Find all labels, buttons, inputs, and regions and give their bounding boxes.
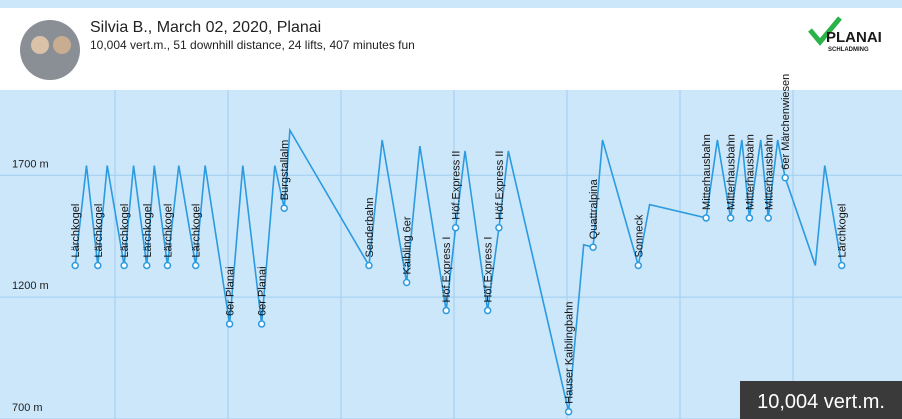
y-tick-label: 1200 m <box>12 280 49 292</box>
lift-label: Lärchkogel <box>93 204 105 258</box>
lift-marker <box>257 320 266 328</box>
lift-label: Mitterhausbahn <box>763 134 775 210</box>
lift-label: Höf.Express II <box>451 151 463 220</box>
lift-marker <box>71 261 79 270</box>
lift-marker <box>94 261 102 270</box>
lift-marker <box>589 243 597 251</box>
lift-label: Lärchkogel <box>837 204 849 258</box>
avatar-face <box>53 36 71 54</box>
lift-label: Burgstallalm <box>279 140 291 201</box>
lift-label: Lärchkogel <box>142 204 154 258</box>
lift-label: Mitterhausbahn <box>701 134 713 210</box>
lift-marker <box>564 407 573 416</box>
lift-marker <box>495 223 503 232</box>
logo-name: PLANAI <box>826 29 882 46</box>
lift-label: Höf.Express I <box>483 237 495 303</box>
lift-marker <box>402 278 411 287</box>
lift-marker <box>702 214 710 222</box>
lift-marker <box>837 261 846 270</box>
lift-marker <box>191 261 200 270</box>
lift-label: 6er Märchenwiesen <box>780 74 792 170</box>
lift-label: Lärchkogel <box>162 204 174 258</box>
title: Silvia B., March 02, 2020, Planai <box>90 19 321 36</box>
lift-marker <box>225 320 234 328</box>
logo-tagline: SCHLADMING <box>828 47 869 53</box>
lift-label: 6er Planai <box>257 266 269 316</box>
avatar <box>20 20 80 80</box>
lift-label: Kaibling 6er <box>402 216 414 274</box>
lift-label: Sonneck <box>633 214 645 257</box>
lift-marker <box>365 261 373 270</box>
avatar-face <box>31 36 49 54</box>
lift-label: Höf.Express II <box>494 151 506 220</box>
logo-check <box>808 16 842 46</box>
lift-label: 6er Planai <box>225 266 237 316</box>
lift-marker <box>143 261 151 270</box>
header-background <box>0 8 902 90</box>
lift-label: Lärchkogel <box>70 204 82 258</box>
profile-line <box>74 127 843 412</box>
lift-marker <box>451 223 460 232</box>
lift-label: Senderbahn <box>364 198 376 258</box>
lift-label: Höf.Express I <box>441 237 453 303</box>
lift-marker <box>483 306 492 315</box>
lift-label: Mitterhausbahn <box>744 134 756 210</box>
y-tick-label: 1700 m <box>12 158 49 170</box>
lift-marker <box>634 261 643 270</box>
lift-marker <box>726 214 735 222</box>
badge: 10,004 vert.m. <box>757 391 885 413</box>
lift-marker <box>781 173 789 182</box>
lift-marker <box>280 204 288 212</box>
lift-marker <box>120 261 128 270</box>
badge-background <box>740 381 902 419</box>
lift-label: Hauser Kaiblingbahn <box>564 302 576 404</box>
plot: 700 m 1200 m 1700 m Lärchkogel Lärchkogel Lär… <box>0 74 902 419</box>
lift-label: Mitterhausbahn <box>726 134 738 210</box>
lift-label: Quattralpina <box>588 178 600 239</box>
lift-label: Lärchkogel <box>119 204 131 258</box>
lift-marker <box>745 214 754 222</box>
lift-marker <box>163 261 172 270</box>
lift-marker <box>764 214 772 222</box>
subtitle: 10,004 vert.m., 51 downhill distance, 24… <box>90 38 415 52</box>
lift-label: Lärchkogel <box>191 204 203 258</box>
y-tick-label: 700 m <box>12 402 43 414</box>
lift-marker <box>442 306 450 315</box>
